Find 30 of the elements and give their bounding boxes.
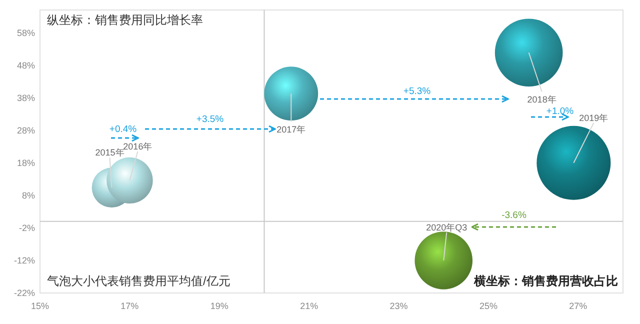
y-tick-label: -12% bbox=[14, 255, 35, 266]
x-tick-label: 21% bbox=[300, 301, 318, 311]
annotation: +0.4% bbox=[109, 124, 138, 135]
annotation: -3.6% bbox=[502, 210, 527, 221]
annotation: 2020年Q3 bbox=[426, 222, 468, 232]
x-tick-label: 17% bbox=[120, 301, 139, 311]
annotation: 2017年 bbox=[276, 124, 306, 135]
y-axis-title: 纵坐标：销售费用同比增长率 bbox=[47, 13, 203, 27]
x-tick-label: 15% bbox=[30, 301, 50, 311]
annotation: +1.0% bbox=[546, 106, 574, 117]
x-tick-label: 27% bbox=[569, 301, 588, 311]
y-tick-label: 28% bbox=[16, 125, 35, 136]
annotation: 2018年 bbox=[527, 94, 556, 105]
y-tick-label: 38% bbox=[16, 92, 35, 103]
y-tick-label: -2% bbox=[18, 222, 35, 233]
annotation: 气泡大小代表销售费用平均值/亿元 bbox=[47, 274, 230, 288]
y-tick-label: 8% bbox=[22, 190, 35, 200]
annotation: +5.3% bbox=[403, 86, 432, 97]
x-axis-title: 横坐标：销售费用营收占比 bbox=[473, 274, 618, 288]
y-tick-label: 58% bbox=[16, 28, 35, 38]
x-tick-label: 19% bbox=[210, 301, 228, 311]
annotation: 2019年 bbox=[579, 112, 608, 123]
y-tick-label: 18% bbox=[16, 158, 35, 168]
annotation: +3.5% bbox=[196, 114, 224, 125]
annotation: 2016年 bbox=[123, 141, 152, 152]
x-tick-label: 25% bbox=[479, 301, 498, 311]
x-tick-label: 23% bbox=[390, 301, 408, 311]
y-tick-label: 48% bbox=[16, 60, 35, 70]
annotation: 2015年 bbox=[95, 148, 124, 158]
y-tick-label: -22% bbox=[14, 288, 35, 298]
